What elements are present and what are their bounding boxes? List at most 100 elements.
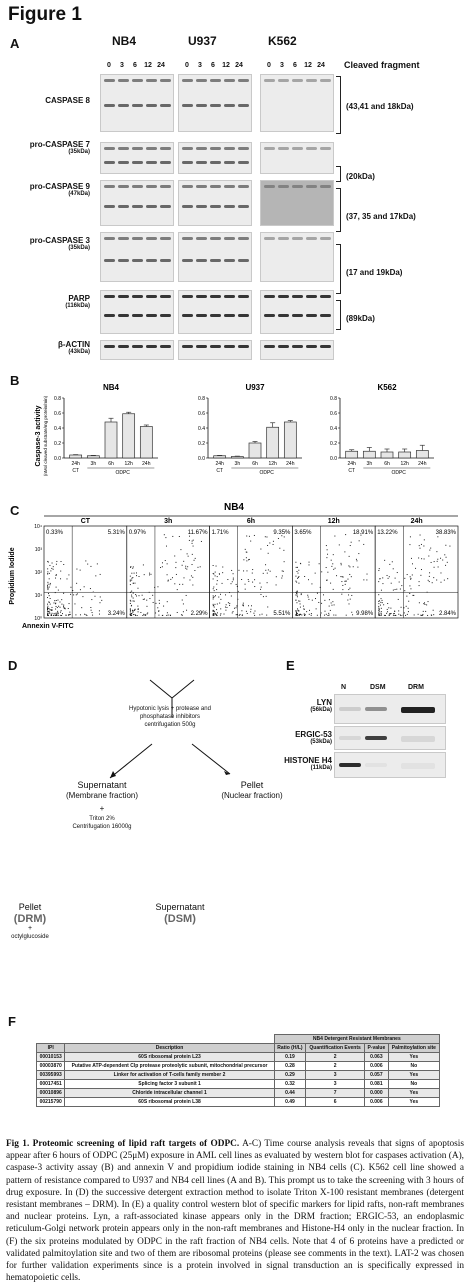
blot-band — [320, 314, 331, 318]
table-cell: No — [387, 1061, 441, 1071]
blot-band — [238, 345, 249, 348]
blot-strip — [178, 232, 252, 282]
blot-band — [339, 763, 361, 767]
blot-band — [160, 258, 171, 262]
blot-band — [104, 79, 115, 82]
blot-band — [210, 185, 221, 188]
panel-e-western-blot: N DSM DRM LYN (56kDa) ERGIC-53 (53kDa) HISTONE … — [244, 684, 446, 778]
blot-band — [224, 295, 235, 298]
x-tick-label: 6h — [252, 461, 258, 467]
blot-band — [264, 79, 275, 82]
blot-band — [320, 185, 331, 188]
blot-band — [146, 104, 157, 108]
blot-band — [238, 79, 249, 82]
blot-band — [238, 160, 249, 164]
protein-name: pro-CASPASE 3 — [29, 236, 90, 245]
blot-strip — [100, 180, 174, 226]
blot-band — [132, 79, 143, 82]
x-tick-label: 3h — [235, 461, 241, 467]
table-cell: 3 — [305, 1070, 365, 1080]
table-cell: Linker for activation of T-cells family … — [64, 1070, 275, 1080]
blot-band — [104, 205, 115, 208]
quadrant-lr: 2.84% — [439, 611, 457, 617]
fragment-bracket — [336, 244, 341, 294]
blot-band — [118, 147, 129, 150]
blot-band — [264, 237, 275, 240]
blot-band — [104, 295, 115, 298]
x-tick-label: 12h — [124, 461, 133, 467]
table-cell: 0.000 — [363, 1088, 389, 1098]
blot-band — [224, 237, 235, 240]
quadrant-ul: 1.71% — [212, 530, 230, 536]
lane-label: 3 — [280, 62, 284, 69]
protein-kda: (43kDa) — [68, 349, 90, 355]
blot-band — [196, 345, 207, 348]
blot-band — [182, 314, 193, 318]
y-tick-label: 0.2 — [330, 441, 337, 447]
flow-drm: (DRM) — [13, 913, 47, 925]
blot-band — [292, 237, 303, 240]
blot-band — [160, 314, 171, 318]
blot-band — [224, 205, 235, 208]
e-row-label: HISTONE H4 (11kDa) — [244, 756, 332, 771]
blot-band — [196, 185, 207, 188]
blot-strip — [260, 290, 334, 334]
protein-name: PARP — [68, 294, 90, 303]
table-cell: 7 — [305, 1088, 365, 1098]
y-tick-label: 0.4 — [330, 426, 337, 432]
blot-band — [210, 104, 221, 108]
blot-row-label: pro-CASPASE 3 (35kDa) — [4, 236, 90, 251]
x-tick-label: 24h — [71, 461, 80, 467]
plot-title: 24h — [411, 518, 423, 525]
blot-band — [238, 185, 249, 188]
lane-label: 24 — [317, 62, 325, 69]
blot-band — [264, 314, 275, 318]
cleaved-fragment-header: Cleaved fragment — [344, 60, 420, 70]
blot-band — [160, 104, 171, 108]
protein-name: pro-CASPASE 7 — [29, 140, 90, 149]
blot-band — [196, 258, 207, 262]
lane-label: 12 — [304, 62, 312, 69]
blot-strip — [178, 340, 252, 360]
quadrant-ul: 0.97% — [129, 530, 147, 536]
panel-c-flow-cytometry: NB4 Propidium Iodide CT 0.33% 5.31% 3.24% 10⁰ 1… — [9, 502, 459, 630]
e-blot-strip — [334, 726, 446, 750]
plot-title: 6h — [247, 518, 255, 525]
blot-band — [278, 314, 289, 318]
group-odpc-label: ODPC — [259, 470, 274, 476]
blot-band — [292, 185, 303, 188]
blot-strip — [260, 142, 334, 174]
blot-strip — [178, 142, 252, 174]
blot-strip — [260, 74, 334, 132]
blot-band — [365, 763, 387, 767]
c-axis-tick: 10² — [35, 570, 43, 576]
blot-band — [320, 79, 331, 82]
blot-row-label: PARP (116kDa) — [4, 294, 90, 309]
x-tick-label: 6h — [384, 461, 390, 467]
cell-line-nb4: NB4 — [112, 34, 137, 48]
protein-kda: (116kDa) — [65, 303, 90, 309]
blot-band — [104, 160, 115, 164]
blot-band — [182, 205, 193, 208]
table-cell: Yes — [387, 1052, 441, 1062]
blot-band — [210, 205, 221, 208]
panel-a-label: A — [10, 36, 20, 51]
blot-strip — [178, 290, 252, 334]
y-tick-label: 0.4 — [54, 426, 61, 432]
blot-band — [132, 258, 143, 262]
blot-strip — [100, 290, 174, 334]
blot-band — [146, 160, 157, 164]
blot-row-label: CASPASE 8 — [4, 96, 90, 105]
cell-line-k562: K562 — [268, 34, 297, 48]
table-cell: 00010896 — [35, 1088, 66, 1098]
y-tick-label: 0.8 — [330, 396, 337, 402]
group-ct-label: CT — [72, 468, 79, 474]
c-ylabel: Propidium Iodide — [9, 547, 16, 604]
table-group-header: NB4 Detergent Resistant Membranes — [273, 1034, 441, 1044]
caption-body: A-C) Time course analysis reveals that s… — [6, 1139, 464, 1284]
protein-kda: (53kDa) — [310, 739, 332, 745]
b-ylabel: Caspase-3 activity — [35, 405, 42, 466]
table-header: Palmitoylation site — [387, 1043, 441, 1053]
blot-band — [132, 345, 143, 348]
blot-band — [224, 345, 235, 348]
